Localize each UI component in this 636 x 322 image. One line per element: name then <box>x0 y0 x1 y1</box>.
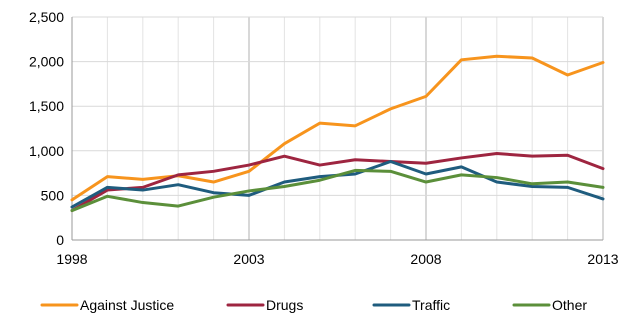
data-point <box>460 173 463 176</box>
data-point <box>212 181 215 184</box>
data-point <box>248 164 251 167</box>
data-point <box>177 205 180 208</box>
series-line <box>70 151 605 213</box>
data-point <box>71 198 74 201</box>
data-point <box>495 152 498 155</box>
grid <box>72 16 604 240</box>
data-point <box>248 170 251 173</box>
data-point <box>460 156 463 159</box>
data-point <box>566 181 569 184</box>
legend-item-other: Other <box>512 297 587 313</box>
data-point <box>141 189 144 192</box>
y-tick-label: 2,500 <box>29 9 64 25</box>
data-point <box>354 169 357 172</box>
legend: Against Justice Drugs Traffic Other <box>40 297 587 313</box>
data-point <box>283 155 286 158</box>
y-tick-label: 1,500 <box>29 98 64 114</box>
data-point <box>318 122 321 125</box>
x-tick-label: 2013 <box>587 251 618 267</box>
legend-label: Traffic <box>412 297 450 313</box>
data-point <box>106 186 109 189</box>
data-point <box>212 170 215 173</box>
series-drugs <box>70 151 605 213</box>
data-point <box>602 167 605 170</box>
legend-item-drugs: Drugs <box>226 297 303 313</box>
data-point <box>283 142 286 145</box>
series-line <box>70 54 605 202</box>
data-point <box>602 186 605 189</box>
data-point <box>602 197 605 200</box>
y-tick-label: 0 <box>56 232 64 248</box>
data-point <box>318 164 321 167</box>
data-point <box>495 181 498 184</box>
y-axis-tick-labels: 0 500 1,000 1,500 2,000 2,500 <box>29 9 64 248</box>
data-point <box>318 179 321 182</box>
y-tick-label: 500 <box>41 187 65 203</box>
x-axis-tick-labels: 1998 2003 2008 2013 <box>56 251 618 267</box>
legend-item-against-justice: Against Justice <box>40 297 174 313</box>
data-point <box>566 186 569 189</box>
data-point <box>460 58 463 61</box>
legend-item-traffic: Traffic <box>372 297 450 313</box>
data-point <box>212 196 215 199</box>
data-point <box>389 160 392 163</box>
data-point <box>389 107 392 110</box>
data-point <box>106 175 109 178</box>
data-point <box>141 201 144 204</box>
data-point <box>212 191 215 194</box>
data-point <box>495 55 498 58</box>
data-point <box>389 170 392 173</box>
x-tick-label: 2003 <box>233 251 264 267</box>
data-point <box>602 61 605 64</box>
series-lines <box>70 54 605 213</box>
data-point <box>425 162 428 165</box>
data-point <box>531 155 534 158</box>
data-point <box>71 209 74 212</box>
data-point <box>248 194 251 197</box>
data-point <box>495 176 498 179</box>
data-point <box>177 183 180 186</box>
data-point <box>425 95 428 98</box>
data-point <box>141 178 144 181</box>
data-point <box>283 181 286 184</box>
data-point <box>106 195 109 198</box>
y-tick-label: 1,000 <box>29 143 64 159</box>
data-point <box>531 185 534 188</box>
series-line <box>70 168 605 213</box>
data-point <box>460 165 463 168</box>
series-against-justice <box>70 54 605 202</box>
data-point <box>283 185 286 188</box>
axes <box>71 17 603 241</box>
legend-label: Against Justice <box>80 297 174 313</box>
legend-label: Other <box>552 297 587 313</box>
legend-label: Drugs <box>266 297 303 313</box>
data-point <box>354 124 357 127</box>
data-point <box>566 154 569 157</box>
series-other <box>70 168 605 213</box>
data-point <box>566 73 569 76</box>
data-point <box>248 189 251 192</box>
data-point <box>425 181 428 184</box>
data-point <box>71 206 74 209</box>
data-point <box>354 172 357 175</box>
data-point <box>177 173 180 176</box>
data-point <box>425 172 428 175</box>
data-point <box>531 57 534 60</box>
y-tick-label: 2,000 <box>29 54 64 70</box>
data-point <box>354 158 357 161</box>
data-point <box>531 182 534 185</box>
data-point <box>318 175 321 178</box>
x-tick-label: 1998 <box>56 251 87 267</box>
x-tick-label: 2008 <box>410 251 441 267</box>
